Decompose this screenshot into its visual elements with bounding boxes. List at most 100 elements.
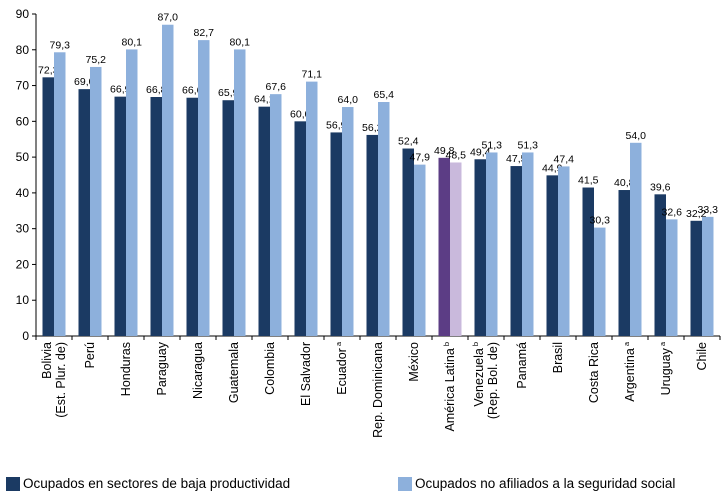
- data-label: 80,1: [122, 36, 143, 48]
- data-label: 51,3: [482, 139, 503, 151]
- category-label: Panamá: [515, 342, 529, 389]
- data-label: 87,0: [158, 12, 179, 24]
- data-label: 52,4: [398, 136, 419, 148]
- data-label: 66,8: [146, 84, 167, 96]
- category-label: Honduras: [119, 342, 133, 396]
- y-tick-label: 90: [16, 7, 30, 21]
- y-tick-label: 20: [16, 257, 30, 271]
- bar-no-social-security: [450, 162, 462, 336]
- bar-no-social-security: [630, 142, 642, 336]
- data-label: 33,3: [698, 204, 719, 216]
- category-label: Colombia: [263, 342, 277, 395]
- bar-no-social-security: [702, 216, 714, 336]
- bar-low-productivity: [510, 166, 522, 336]
- y-tick-label: 60: [16, 114, 30, 128]
- bar-low-productivity: [438, 157, 450, 336]
- data-label: 79,3: [50, 39, 71, 51]
- data-label: 41,5: [578, 175, 599, 187]
- category-label: Uruguaya: [658, 341, 673, 395]
- bar-chart: 0 10 20 30 40 50 60 70 80 90 72,3 79,3 Bolivia (Est. …: [16, 7, 721, 438]
- category-label: El Salvador: [299, 342, 313, 406]
- bar-no-social-security: [594, 227, 606, 336]
- bar-low-productivity: [402, 148, 414, 336]
- data-label: 67,6: [266, 81, 287, 93]
- legend-label: Ocupados no afiliados a la seguridad soc…: [415, 476, 676, 491]
- data-label: 54,0: [626, 130, 647, 142]
- bar-no-social-security: [414, 164, 426, 336]
- bar-low-productivity: [690, 220, 702, 336]
- data-label: 47,9: [410, 152, 431, 164]
- category-label: Perú: [83, 342, 97, 368]
- legend-swatch-dark: [6, 476, 20, 491]
- data-label: 66,9: [110, 84, 131, 96]
- data-label: 39,6: [650, 181, 671, 193]
- legend-item-no-social-security: Ocupados no afiliados a la seguridad soc…: [398, 476, 675, 491]
- data-label: 71,1: [302, 69, 323, 81]
- bar-no-social-security: [558, 166, 570, 336]
- bar-no-social-security: [54, 52, 66, 336]
- category-label: Guatemala: [227, 342, 241, 403]
- category-label: Brasil: [551, 342, 565, 373]
- bar-low-productivity: [546, 175, 558, 336]
- bar-no-social-security: [522, 152, 534, 336]
- category-label: Costa Rica: [587, 342, 601, 403]
- bar-low-productivity: [186, 97, 198, 336]
- bar-no-social-security: [90, 66, 102, 336]
- category-label: Rep. Dominicana: [371, 342, 385, 438]
- bar-low-productivity: [366, 134, 378, 336]
- legend: Ocupados en sectores de baja productivid…: [0, 476, 728, 496]
- y-tick-label: 50: [16, 150, 30, 164]
- bar-low-productivity: [42, 77, 54, 337]
- data-label: 44,9: [542, 162, 563, 174]
- legend-label: Ocupados en sectores de baja productivid…: [23, 476, 291, 491]
- category-label: Argentinaa: [622, 341, 637, 402]
- category-label: Paraguay: [155, 341, 169, 395]
- bar-low-productivity: [258, 106, 270, 336]
- data-label: 80,1: [230, 36, 251, 48]
- data-label: 32,2: [686, 208, 707, 220]
- data-label: 49,8: [434, 145, 455, 157]
- y-tick-label: 30: [16, 222, 30, 236]
- data-label: 47,5: [506, 153, 527, 165]
- category-label: México: [407, 342, 421, 382]
- data-label: 82,7: [194, 27, 215, 39]
- category-label: América Latinab: [442, 342, 457, 432]
- bar-low-productivity: [78, 89, 90, 336]
- data-label: 64,0: [338, 94, 359, 106]
- bar-no-social-security: [198, 40, 210, 337]
- bar-no-social-security: [486, 152, 498, 336]
- bar-no-social-security: [666, 219, 678, 336]
- bar-no-social-security: [306, 81, 318, 337]
- data-label: 56,2: [362, 122, 383, 134]
- category-label: Bolivia: [40, 342, 54, 379]
- data-label: 66,6: [182, 85, 203, 97]
- bar-no-social-security: [378, 102, 390, 336]
- bar-low-productivity: [330, 132, 342, 336]
- bar-no-social-security: [342, 107, 354, 337]
- data-label: 30,3: [590, 215, 611, 227]
- bar-no-social-security: [270, 94, 282, 337]
- bar-low-productivity: [654, 194, 666, 336]
- category-label: Ecuadora: [334, 341, 349, 395]
- data-label: 65,4: [374, 89, 395, 101]
- data-label: 69,0: [74, 76, 95, 88]
- data-label: 64,1: [254, 94, 275, 106]
- bar-low-productivity: [222, 100, 234, 336]
- y-tick-label: 40: [16, 186, 30, 200]
- data-label: 75,2: [86, 54, 107, 66]
- data-label: 47,4: [554, 153, 575, 165]
- data-label: 49,4: [470, 146, 491, 158]
- data-label: 65,9: [218, 87, 239, 99]
- bar-no-social-security: [126, 49, 138, 337]
- y-tick-label: 0: [22, 329, 29, 343]
- category-label: Chile: [695, 342, 709, 371]
- bar-low-productivity: [150, 97, 162, 336]
- bar-low-productivity: [294, 121, 306, 336]
- category-label: Venezuelab: [471, 342, 486, 407]
- bar-low-productivity: [582, 187, 594, 336]
- legend-item-low-productivity: Ocupados en sectores de baja productivid…: [6, 476, 290, 491]
- y-tick-label: 80: [16, 43, 30, 57]
- category-label: (Rep. Bol. de): [486, 342, 500, 419]
- data-label: 32,6: [662, 206, 683, 218]
- y-tick-label: 10: [16, 293, 30, 307]
